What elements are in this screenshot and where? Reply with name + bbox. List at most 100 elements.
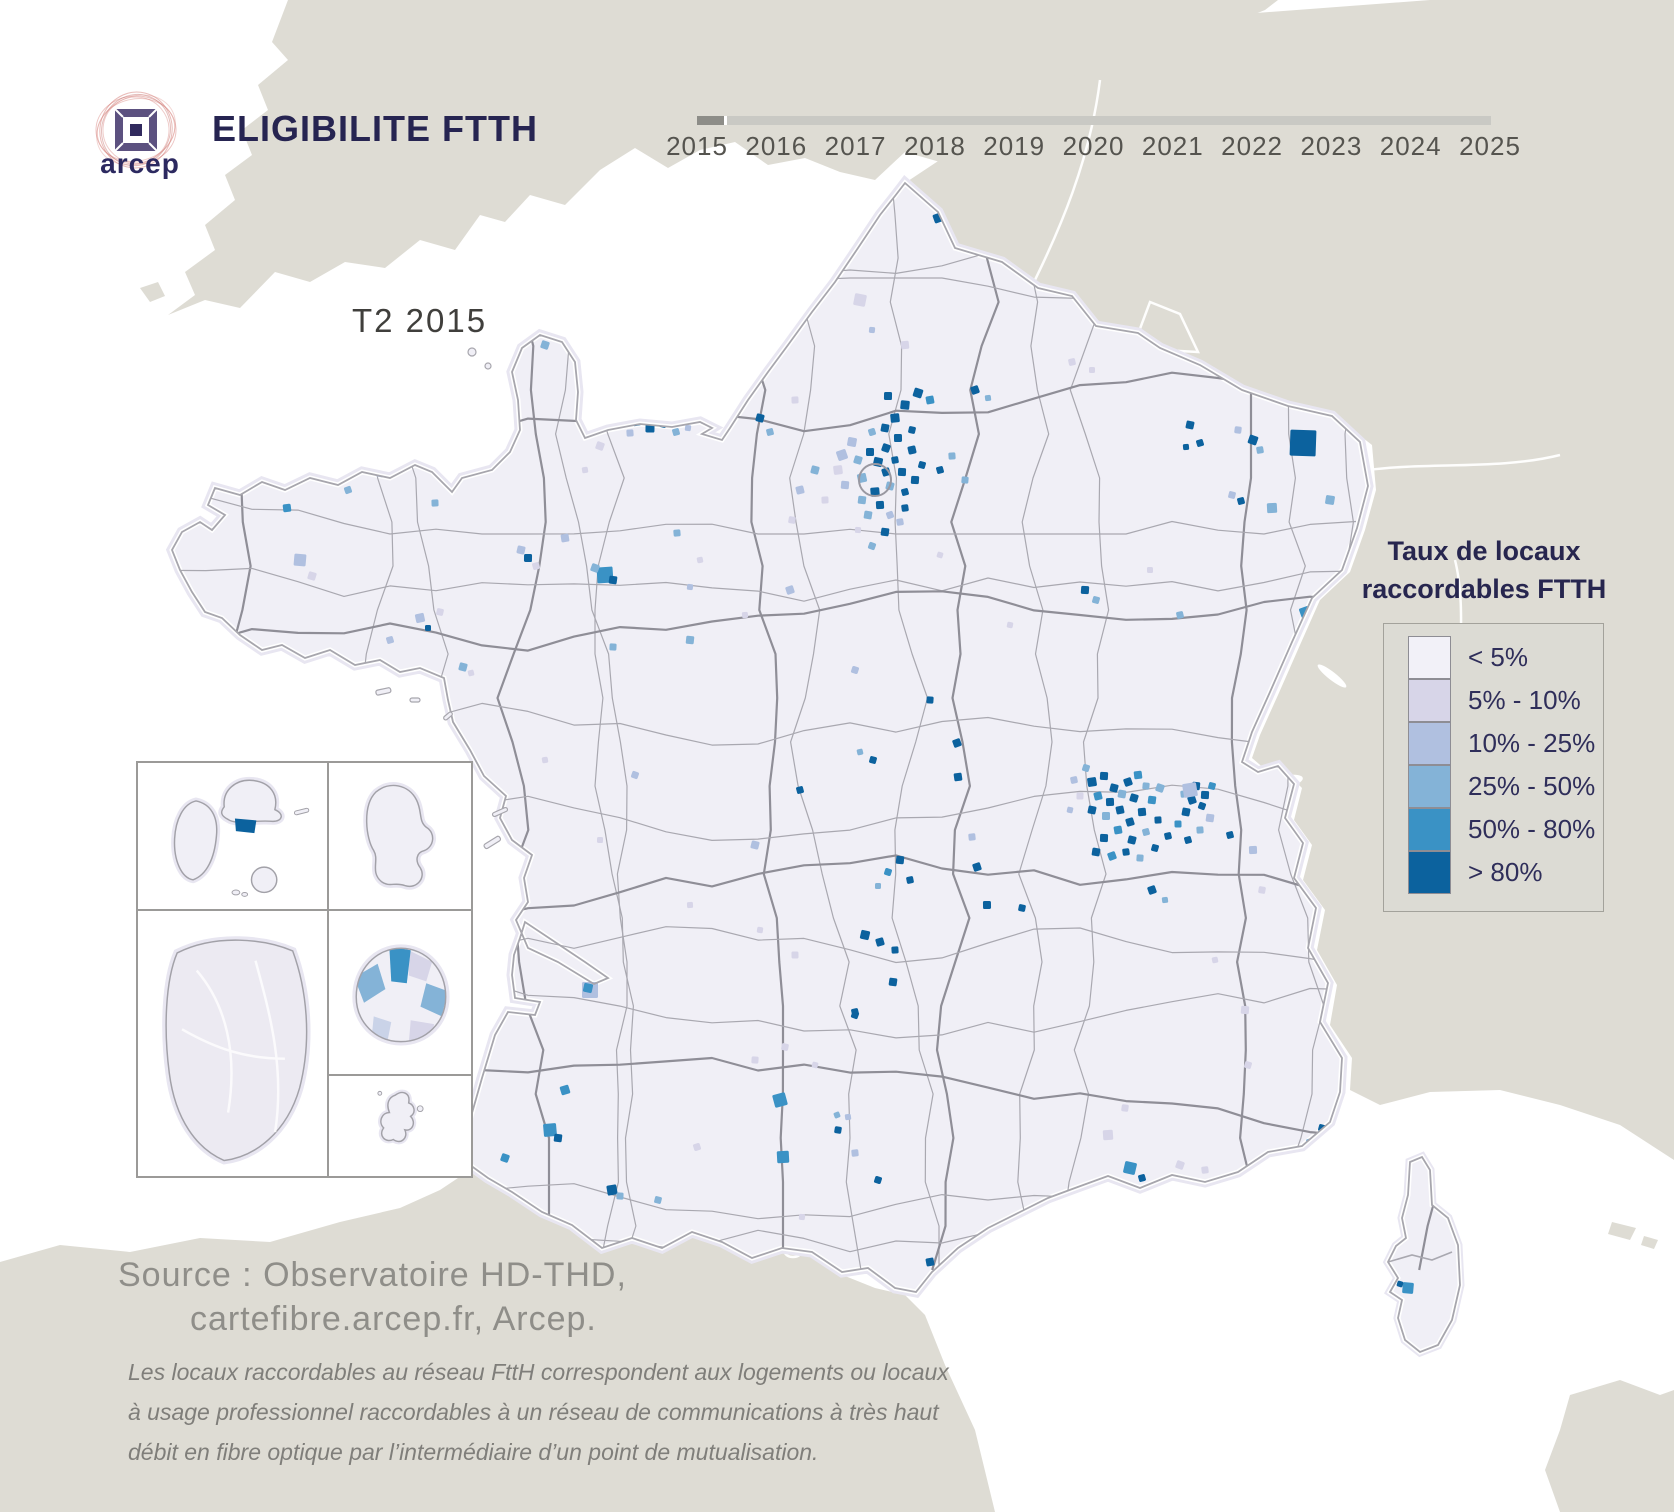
commune-spot (1122, 848, 1130, 856)
timeline-year-label[interactable]: 2019 (983, 131, 1046, 161)
commune-spot (1176, 611, 1184, 619)
commune-spot (1244, 1061, 1252, 1069)
commune-spot (893, 433, 903, 443)
commune-spot (796, 786, 804, 794)
commune-spot (1115, 805, 1125, 815)
commune-spot (293, 553, 307, 567)
commune-spot (755, 413, 765, 423)
commune-spot (1137, 807, 1147, 817)
lake-neuchatel (1317, 664, 1347, 688)
timeline-year-label[interactable]: 2024 (1379, 131, 1442, 161)
commune-spot (936, 466, 944, 474)
commune-spot (859, 929, 871, 941)
commune-spot (798, 1213, 806, 1221)
commune-spot (961, 476, 969, 484)
commune-spot (425, 625, 431, 631)
legend-class-label: 5% - 10% (1468, 685, 1581, 715)
commune-spot (1117, 789, 1127, 799)
timeline-year-label[interactable]: 2018 (903, 131, 966, 161)
commune-spot (880, 423, 890, 433)
commune-spot (1080, 585, 1090, 595)
timeline-year-label[interactable]: 2021 (1141, 131, 1204, 161)
commune-spot (1105, 797, 1115, 807)
legend-class-label: > 80% (1468, 857, 1543, 887)
legend-swatch (1408, 851, 1451, 894)
commune-spot (857, 495, 867, 505)
commune-spot (1068, 358, 1076, 366)
commune-spot (900, 400, 910, 410)
spain-landmass (0, 1170, 995, 1512)
arcep-logo-icon (95, 91, 177, 169)
commune-spot (1081, 763, 1091, 773)
commune-spot (1121, 1104, 1129, 1112)
commune-spot (541, 756, 549, 764)
commune-spot (776, 1150, 790, 1164)
commune-spot (1234, 426, 1242, 434)
inset-mayotte (327, 1074, 473, 1178)
commune-spot (1018, 904, 1026, 912)
commune-spot (844, 1113, 852, 1121)
timeline-year-label[interactable]: 2022 (1221, 131, 1284, 161)
legend-class-label: 10% - 25% (1468, 728, 1596, 758)
commune-spot (850, 665, 860, 675)
timeline-year-label[interactable]: 2016 (745, 131, 808, 161)
commune-spot (1182, 782, 1198, 798)
commune-spot (1325, 495, 1335, 505)
legend-swatch (1408, 679, 1451, 722)
paris-ring (858, 463, 892, 497)
legend-row: 10% - 25% (1408, 722, 1603, 765)
commune-spot (1248, 845, 1258, 855)
commune-spot (874, 882, 882, 890)
commune-spot (1266, 502, 1278, 514)
england-landmass (168, 0, 1278, 315)
legend-row: > 80% (1408, 851, 1603, 894)
legend-title-line1: Taux de locaux (1387, 536, 1581, 566)
legend-swatch (1408, 765, 1451, 808)
commune-spot (1174, 820, 1182, 828)
desirade-island (293, 807, 310, 816)
commune-spot (741, 611, 749, 619)
guyane-territory (165, 939, 308, 1162)
commune-spot (1201, 1166, 1209, 1174)
timeline-year-label[interactable]: 2017 (824, 131, 887, 161)
commune-spot (654, 1196, 662, 1204)
commune-spot (766, 428, 774, 436)
commune-spot (1155, 783, 1165, 793)
basse-terre-island (173, 800, 218, 881)
sardinia-landmass (1545, 1380, 1674, 1512)
commune-spot (684, 424, 692, 432)
timeline-year-label[interactable]: 2020 (1062, 131, 1125, 161)
commune-spot (970, 385, 980, 395)
commune-spot (873, 1175, 883, 1185)
commune-spot (896, 518, 904, 526)
commune-spot (343, 485, 353, 495)
commune-spot (1247, 434, 1259, 446)
footnote: Les locaux raccordables au réseau FttH c… (128, 1352, 949, 1472)
legend-row: 50% - 80% (1408, 808, 1603, 851)
period-label: T2 2015 (352, 302, 488, 339)
commune-spot (908, 426, 916, 434)
legend-row: < 5% (1408, 636, 1603, 679)
commune-spot (1109, 783, 1119, 793)
commune-spot (821, 496, 829, 504)
page-title: ELIGIBILITE FTTH (212, 108, 538, 149)
commune-spot (926, 696, 934, 704)
timeline-track[interactable] (697, 116, 1491, 125)
commune-spot (458, 662, 468, 672)
commune-spot (953, 772, 963, 782)
commune-spot (553, 1133, 563, 1143)
commune-spot (692, 1142, 702, 1152)
commune-spot (851, 1149, 859, 1157)
timeline-year-label[interactable]: 2023 (1300, 131, 1363, 161)
commune-spot (1196, 826, 1204, 834)
legend-class-label: 50% - 80% (1468, 814, 1596, 844)
legend-row: 25% - 50% (1408, 765, 1603, 808)
commune-spot (307, 571, 317, 581)
commune-spot (791, 396, 799, 404)
commune-spot (581, 466, 589, 474)
timeline-year-label[interactable]: 2025 (1459, 131, 1521, 161)
timeline-slider-handle[interactable] (697, 116, 724, 125)
commune-spot (936, 551, 944, 559)
timeline-year-label[interactable]: 2015 (666, 131, 728, 161)
commune-spot (847, 437, 857, 447)
